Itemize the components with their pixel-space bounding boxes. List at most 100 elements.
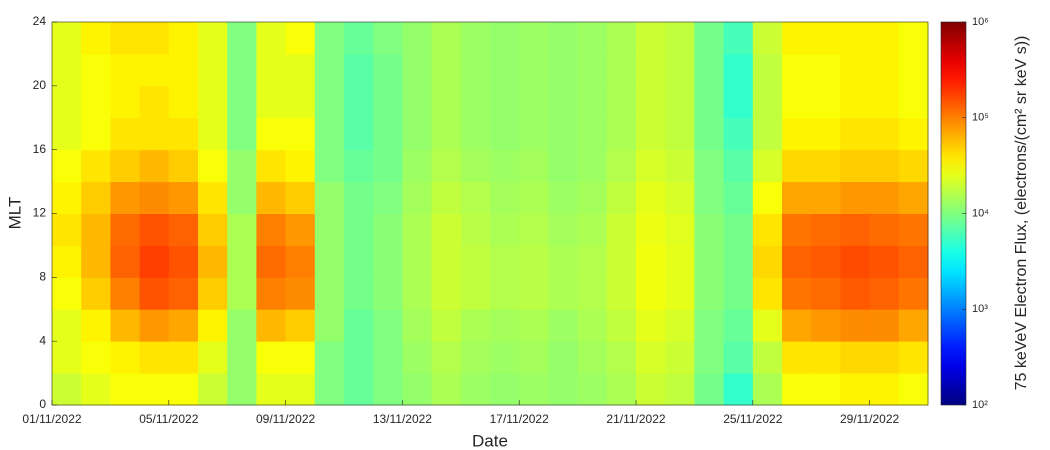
heatmap-cell [460, 149, 491, 183]
y-tick-label: 16 [33, 142, 47, 156]
heatmap-cell [373, 22, 403, 55]
heatmap-cell [490, 117, 520, 151]
heatmap-cell [344, 181, 374, 214]
heatmap-cell [606, 149, 637, 183]
heatmap-cell [752, 277, 783, 310]
heatmap-cell [577, 373, 608, 406]
y-tick-label: 20 [33, 78, 47, 92]
heatmap-cell [373, 373, 403, 406]
heatmap-cell [898, 149, 929, 183]
heatmap-cell [782, 149, 812, 183]
heatmap-cell [314, 245, 345, 278]
heatmap-cell [869, 53, 900, 87]
heatmap-cell [52, 277, 82, 310]
heatmap-cell [548, 309, 579, 342]
heatmap-cell [402, 85, 433, 119]
heatmap-cell [577, 309, 608, 342]
heatmap-cell [256, 22, 287, 55]
heatmap-cell [723, 117, 754, 151]
heatmap-cell [782, 277, 812, 310]
heatmap-cell [110, 22, 141, 55]
x-tick-label: 13/11/2022 [373, 412, 432, 426]
heatmap-cell [665, 181, 695, 214]
heatmap-cell [490, 373, 520, 406]
heatmap-cell [373, 181, 403, 214]
heatmap-cell [431, 309, 462, 342]
heatmap-cell [139, 149, 170, 183]
heatmap-cell [110, 213, 141, 246]
heatmap-cell [373, 149, 403, 183]
heatmap-cell [752, 85, 783, 119]
heatmap-cell [898, 373, 929, 406]
heatmap-cell [81, 245, 111, 278]
heatmap-cell [110, 245, 141, 278]
heatmap-cell [811, 245, 841, 278]
y-axis-label: MLT [5, 197, 24, 230]
heatmap-cell [285, 213, 316, 246]
heatmap-cell [198, 373, 228, 406]
heatmap-cell [898, 309, 929, 342]
heatmap-cell [402, 309, 433, 342]
colorbar-label: 75 keVeV Electron Flux, (electrons/(cm² … [1013, 36, 1030, 391]
heatmap-cell [606, 85, 637, 119]
heatmap-cell [460, 181, 491, 214]
heatmap-cell [285, 22, 316, 55]
heatmap-cell [869, 22, 900, 55]
heatmap-cell [344, 22, 374, 55]
heatmap-cell [81, 22, 111, 55]
heatmap-cell [752, 341, 783, 374]
heatmap-cell [168, 213, 199, 246]
heatmap-cell [81, 53, 111, 87]
heatmap-cell [898, 245, 929, 278]
heatmap-cell [898, 117, 929, 151]
heatmap-cell [840, 373, 871, 406]
heatmap-cell [869, 85, 900, 119]
heatmap-cell [168, 373, 199, 406]
heatmap-cell [402, 22, 433, 55]
heatmap-cell [256, 85, 287, 119]
heatmap-cell [752, 309, 783, 342]
heatmap-cell [665, 245, 695, 278]
heatmap-cell [869, 149, 900, 183]
heatmap-cell [811, 213, 841, 246]
heatmap-cell [869, 341, 900, 374]
heatmap-cell [694, 341, 725, 374]
heatmap-cell [782, 341, 812, 374]
heatmap-cell [110, 309, 141, 342]
heatmap-cell [519, 309, 549, 342]
heatmap-cell [898, 53, 929, 87]
heatmap-cell [606, 309, 637, 342]
heatmap-cell [198, 277, 228, 310]
heatmap-cell [373, 85, 403, 119]
heatmap-cell [548, 341, 579, 374]
heatmap-cell [636, 22, 666, 55]
heatmap-cell [694, 149, 725, 183]
heatmap-cell [314, 22, 345, 55]
heatmap-cell [811, 117, 841, 151]
heatmap-cell [52, 22, 82, 55]
heatmap-cell [782, 245, 812, 278]
heatmap-cell [256, 213, 287, 246]
heatmap-cell [577, 213, 608, 246]
heatmap-cell [577, 277, 608, 310]
heatmap-cell [490, 149, 520, 183]
heatmap-cell [490, 181, 520, 214]
heatmap-cell [519, 213, 549, 246]
heatmap-cell [548, 181, 579, 214]
x-tick-label: 09/11/2022 [256, 412, 315, 426]
heatmap-cell [227, 213, 257, 246]
heatmap-cell [898, 85, 929, 119]
heatmap-cell [431, 373, 462, 406]
heatmap-cell [81, 213, 111, 246]
heatmap-cell [373, 213, 403, 246]
heatmap-cell [314, 213, 345, 246]
heatmap-cell [431, 277, 462, 310]
heatmap-cell [285, 373, 316, 406]
heatmap-cell [344, 85, 374, 119]
heatmap-cell [460, 309, 491, 342]
heatmap-cell [285, 53, 316, 87]
heatmap-cell [752, 181, 783, 214]
heatmap-cell [665, 22, 695, 55]
heatmap-cell [840, 53, 871, 87]
